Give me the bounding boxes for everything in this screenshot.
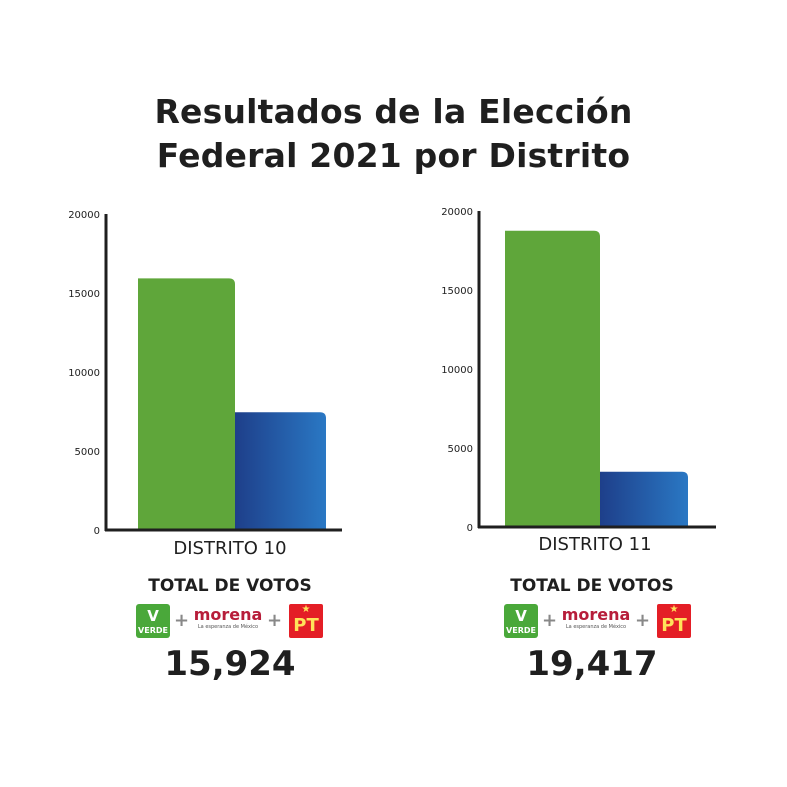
y-tick-label: 0 <box>94 526 100 537</box>
y-tick-label: 5000 <box>75 447 100 458</box>
y-tick-label: 20000 <box>68 210 100 221</box>
verde-logo-icon: V VERDE <box>504 604 538 638</box>
y-tick-label: 5000 <box>448 444 473 455</box>
votes-label-10: TOTAL DE VOTOS <box>148 576 312 596</box>
votes-label-11: TOTAL DE VOTOS <box>510 576 674 596</box>
district-label-10: DISTRITO 10 <box>173 538 287 559</box>
morena-logo-icon: morena La esperanza de México <box>561 605 631 631</box>
total-votes-10: 15,924 <box>164 644 296 684</box>
plus-icon: + <box>542 610 558 631</box>
bar-green <box>505 230 600 527</box>
party-logos-11: V VERDE + morena La esperanza de México … <box>504 604 704 640</box>
title-line-1: Resultados de la Elección <box>154 92 633 131</box>
y-tick-label: 10000 <box>68 368 100 379</box>
party-logos-10: V VERDE + morena La esperanza de México … <box>136 604 336 640</box>
pt-logo-icon: ★ PT <box>289 604 323 638</box>
bar-blue <box>600 471 688 527</box>
y-tick-label: 10000 <box>441 365 473 376</box>
bar-green <box>138 278 235 530</box>
plus-icon: + <box>267 610 283 631</box>
plus-icon: + <box>174 610 190 631</box>
y-tick-label: 15000 <box>68 289 100 300</box>
verde-logo-icon: V VERDE <box>136 604 170 638</box>
page-title: Resultados de la Elección Federal 2021 p… <box>0 90 787 178</box>
pt-logo-icon: ★ PT <box>657 604 691 638</box>
y-tick-label: 15000 <box>441 286 473 297</box>
plus-icon: + <box>635 610 651 631</box>
district-label-11: DISTRITO 11 <box>538 534 652 555</box>
morena-logo-icon: morena La esperanza de México <box>193 605 263 631</box>
bar-blue <box>235 412 326 530</box>
y-tick-label: 20000 <box>441 207 473 218</box>
total-votes-11: 19,417 <box>526 644 658 684</box>
title-line-2: Federal 2021 por Distrito <box>156 136 631 175</box>
y-tick-label: 0 <box>467 523 473 534</box>
